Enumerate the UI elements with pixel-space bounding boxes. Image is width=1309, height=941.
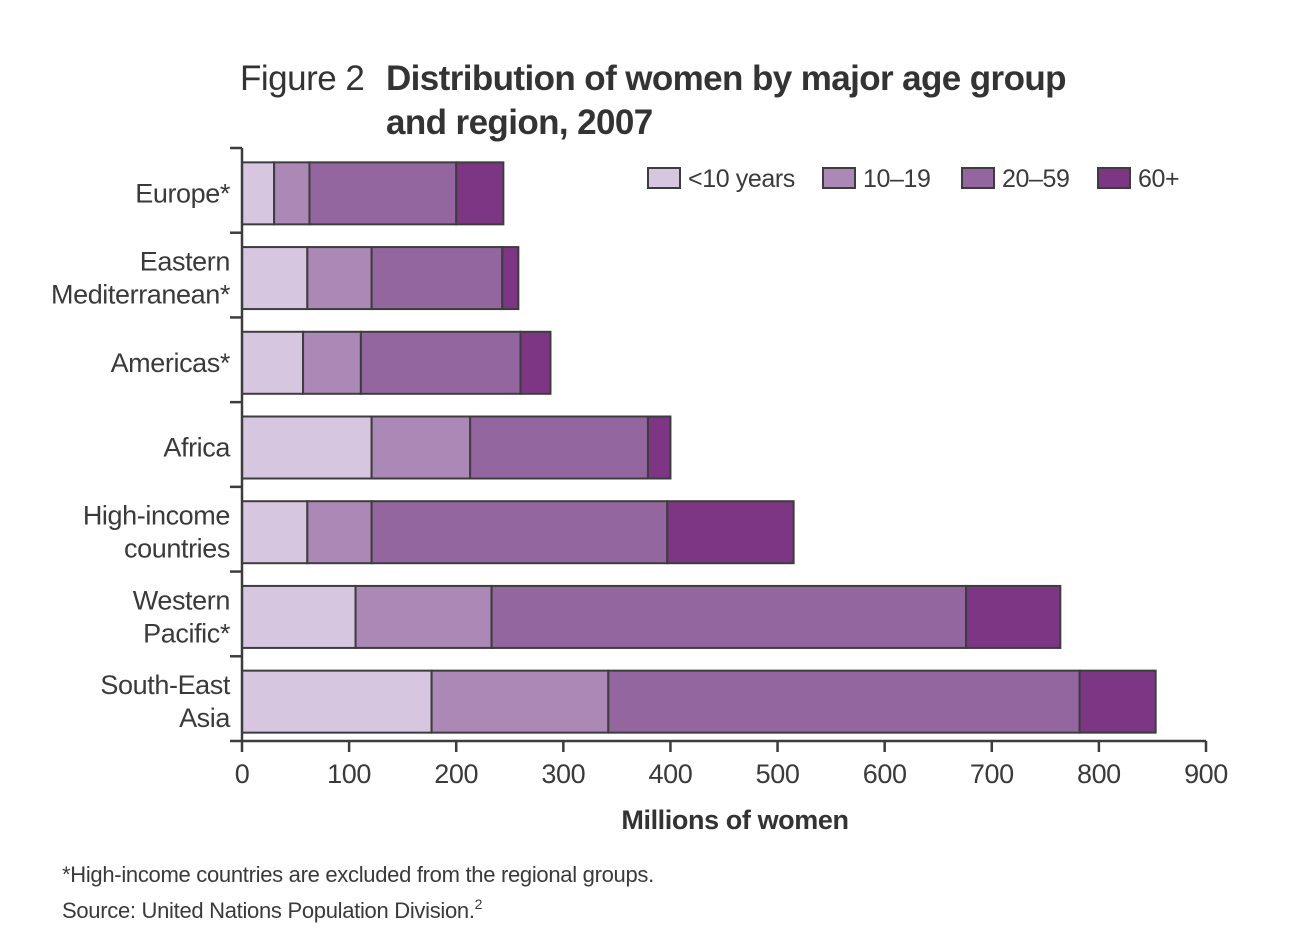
bar-segment-1-0 [241, 246, 309, 311]
x-tick-label-900: 900 [1184, 759, 1228, 789]
bar-segment-5-1 [354, 584, 493, 649]
legend-label-3: 60+ [1138, 165, 1179, 193]
category-label-5-0: Western [133, 585, 230, 615]
bar-segment-6-3 [1078, 669, 1157, 734]
bar-segment-3-0 [241, 415, 373, 480]
legend-swatch-1 [822, 167, 856, 189]
bar-segment-2-1 [302, 330, 362, 395]
figure-title: Figure 2 Distribution of women by major … [240, 59, 1067, 142]
category-label-3-0: Africa [163, 433, 231, 463]
category-label-4-0: High-income [83, 501, 230, 531]
x-axis-label: Millions of women [621, 805, 848, 835]
bar-segment-5-3 [965, 584, 1062, 649]
figure-title-line-2: and region, 2007 [386, 103, 653, 142]
bar-segment-6-2 [607, 669, 1081, 734]
bar-segment-4-3 [666, 500, 795, 565]
legend-label-2: 20–59 [1002, 165, 1070, 193]
bar-segment-2-2 [359, 330, 522, 395]
figure-label: Figure 2 [240, 59, 364, 98]
bar-segment-0-3 [455, 161, 505, 226]
footnote-source-ref: 2 [474, 896, 483, 912]
footnote-source-text: Source: United Nations Population Divisi… [62, 898, 475, 923]
bar-segment-6-1 [430, 669, 610, 734]
x-tick-label-0: 0 [235, 759, 250, 789]
category-label-0-0: Europe* [135, 178, 231, 208]
bar-segment-5-0 [241, 584, 357, 649]
x-tick-label-700: 700 [970, 759, 1014, 789]
bar-segment-4-1 [306, 500, 373, 565]
bar-segment-5-2 [490, 584, 968, 649]
bar-segment-4-2 [370, 500, 669, 565]
legend: <10 years 10–19 20–59 60+ [647, 165, 1180, 193]
bar-segment-4-0 [241, 500, 309, 565]
category-label-2-0: Americas* [111, 348, 231, 378]
x-tick-label-800: 800 [1077, 759, 1121, 789]
figure-title-line-1: Distribution of women by major age group [386, 59, 1066, 98]
x-tick-label-300: 300 [541, 759, 585, 789]
bar-segment-1-3 [501, 246, 520, 311]
bar-segment-1-1 [306, 246, 373, 311]
bar-segment-1-2 [370, 246, 504, 311]
bar-segment-2-3 [519, 330, 552, 395]
legend-swatch-3 [1097, 167, 1131, 189]
x-tick-label-400: 400 [649, 759, 693, 789]
category-label-4-1: countries [124, 534, 230, 564]
x-tick-label-100: 100 [327, 759, 371, 789]
bar-segment-6-0 [241, 669, 433, 734]
bar-segment-0-0 [241, 161, 276, 226]
x-tick-label-200: 200 [434, 759, 478, 789]
x-tick-label-600: 600 [863, 759, 907, 789]
legend-label-0: <10 years [688, 165, 795, 193]
bar-segment-3-1 [370, 415, 472, 480]
bar-segment-3-2 [469, 415, 649, 480]
x-tick-label-500: 500 [756, 759, 800, 789]
footnote-source: Source: United Nations Population Divisi… [62, 896, 483, 924]
bar-segment-0-1 [273, 161, 311, 226]
legend-swatch-2 [961, 167, 995, 189]
category-label-6-1: Asia [179, 703, 231, 733]
category-label-1-1: Mediterranean* [51, 280, 231, 310]
category-label-6-0: South-East [100, 670, 230, 700]
bar-segment-2-0 [241, 330, 305, 395]
category-label-5-1: Pacific* [143, 618, 231, 648]
legend-label-1: 10–19 [863, 165, 931, 193]
axes: 0 100 200 300 400 500 600 700 800 900 [230, 146, 1228, 789]
footnote-exclusion-note: *High-income countries are excluded from… [62, 862, 654, 887]
category-label-1-0: Eastern [140, 247, 230, 277]
bar-segment-3-3 [646, 415, 672, 480]
bar-segment-0-2 [308, 161, 458, 226]
legend-swatch-0 [647, 167, 681, 189]
